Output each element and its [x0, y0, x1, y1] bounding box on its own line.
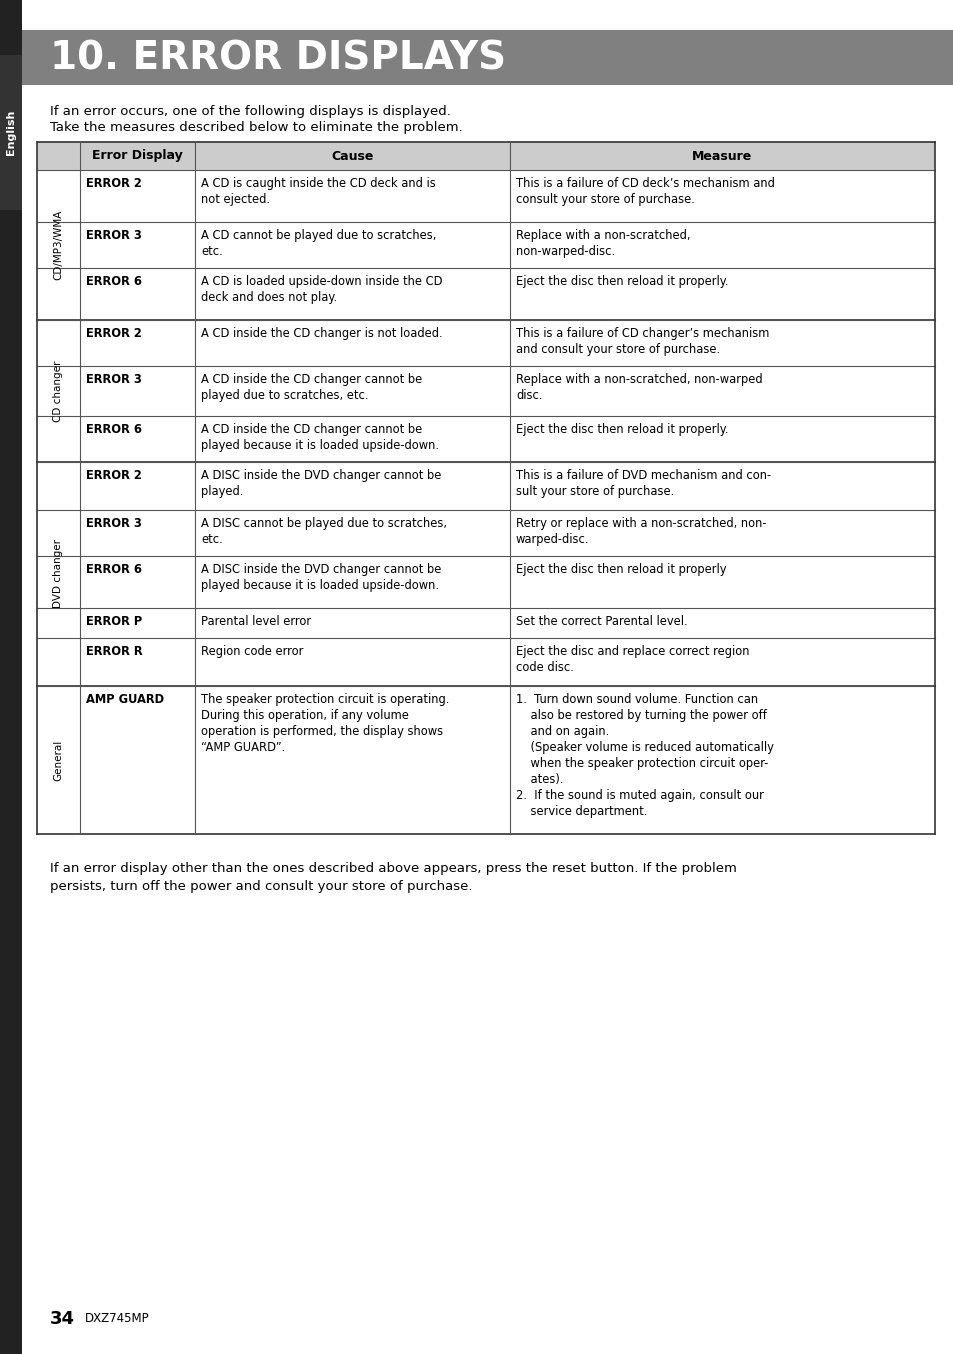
Text: ERROR 3: ERROR 3 — [86, 517, 142, 529]
Text: ERROR 3: ERROR 3 — [86, 372, 142, 386]
Text: Measure: Measure — [692, 149, 752, 162]
Text: A CD inside the CD changer is not loaded.: A CD inside the CD changer is not loaded… — [201, 328, 442, 340]
Text: Region code error: Region code error — [201, 645, 303, 658]
Text: DXZ745MP: DXZ745MP — [85, 1312, 150, 1326]
Text: Replace with a non-scratched,
non-warped-disc.: Replace with a non-scratched, non-warped… — [516, 229, 690, 259]
Text: AMP GUARD: AMP GUARD — [86, 693, 164, 705]
Text: This is a failure of CD deck’s mechanism and
consult your store of purchase.: This is a failure of CD deck’s mechanism… — [516, 177, 774, 206]
Text: Parental level error: Parental level error — [201, 615, 311, 628]
Text: ERROR P: ERROR P — [86, 615, 142, 628]
Text: ERROR 2: ERROR 2 — [86, 468, 142, 482]
Text: ERROR 6: ERROR 6 — [86, 563, 142, 575]
Text: The speaker protection circuit is operating.
During this operation, if any volum: The speaker protection circuit is operat… — [201, 693, 449, 754]
Text: CD/MP3/WMA: CD/MP3/WMA — [53, 210, 64, 280]
Text: Retry or replace with a non-scratched, non-
warped-disc.: Retry or replace with a non-scratched, n… — [516, 517, 765, 546]
Bar — [0, 0, 22, 1354]
Text: ERROR 2: ERROR 2 — [86, 177, 142, 190]
Text: ERROR 6: ERROR 6 — [86, 275, 142, 288]
Text: Eject the disc then reload it properly: Eject the disc then reload it properly — [516, 563, 726, 575]
Text: Eject the disc and replace correct region
code disc.: Eject the disc and replace correct regio… — [516, 645, 749, 674]
Text: A CD inside the CD changer cannot be
played due to scratches, etc.: A CD inside the CD changer cannot be pla… — [201, 372, 422, 402]
Text: 10. ERROR DISPLAYS: 10. ERROR DISPLAYS — [50, 39, 506, 77]
Text: A DISC inside the DVD changer cannot be
played because it is loaded upside-down.: A DISC inside the DVD changer cannot be … — [201, 563, 441, 592]
Text: English: English — [6, 110, 16, 156]
Text: 34: 34 — [50, 1311, 75, 1328]
Text: CD changer: CD changer — [53, 360, 64, 421]
Text: A CD is caught inside the CD deck and is
not ejected.: A CD is caught inside the CD deck and is… — [201, 177, 436, 206]
Text: A CD inside the CD changer cannot be
played because it is loaded upside-down.: A CD inside the CD changer cannot be pla… — [201, 422, 438, 452]
Text: 1.  Turn down sound volume. Function can
    also be restored by turning the pow: 1. Turn down sound volume. Function can … — [516, 693, 773, 818]
Text: ERROR 6: ERROR 6 — [86, 422, 142, 436]
Text: Take the measures described below to eliminate the problem.: Take the measures described below to eli… — [50, 121, 462, 134]
Text: General: General — [53, 739, 64, 781]
Text: Cause: Cause — [331, 149, 374, 162]
Text: If an error display other than the ones described above appears, press the reset: If an error display other than the ones … — [50, 862, 736, 894]
Bar — [37, 142, 934, 171]
Text: Error Display: Error Display — [92, 149, 183, 162]
Text: ERROR 3: ERROR 3 — [86, 229, 142, 242]
Text: A CD cannot be played due to scratches,
etc.: A CD cannot be played due to scratches, … — [201, 229, 436, 259]
Bar — [0, 56, 22, 210]
Text: ERROR R: ERROR R — [86, 645, 143, 658]
Text: ERROR 2: ERROR 2 — [86, 328, 142, 340]
Text: DVD changer: DVD changer — [53, 539, 64, 608]
Text: Eject the disc then reload it properly.: Eject the disc then reload it properly. — [516, 275, 728, 288]
Text: This is a failure of CD changer’s mechanism
and consult your store of purchase.: This is a failure of CD changer’s mechan… — [516, 328, 768, 356]
Text: A DISC cannot be played due to scratches,
etc.: A DISC cannot be played due to scratches… — [201, 517, 447, 546]
Text: Set the correct Parental level.: Set the correct Parental level. — [516, 615, 687, 628]
Text: Replace with a non-scratched, non-warped
disc.: Replace with a non-scratched, non-warped… — [516, 372, 761, 402]
Text: This is a failure of DVD mechanism and con-
sult your store of purchase.: This is a failure of DVD mechanism and c… — [516, 468, 770, 498]
Text: A DISC inside the DVD changer cannot be
played.: A DISC inside the DVD changer cannot be … — [201, 468, 441, 498]
Text: Eject the disc then reload it properly.: Eject the disc then reload it properly. — [516, 422, 728, 436]
Text: If an error occurs, one of the following displays is displayed.: If an error occurs, one of the following… — [50, 106, 451, 118]
Bar — [22, 30, 953, 85]
Text: A CD is loaded upside-down inside the CD
deck and does not play.: A CD is loaded upside-down inside the CD… — [201, 275, 442, 305]
